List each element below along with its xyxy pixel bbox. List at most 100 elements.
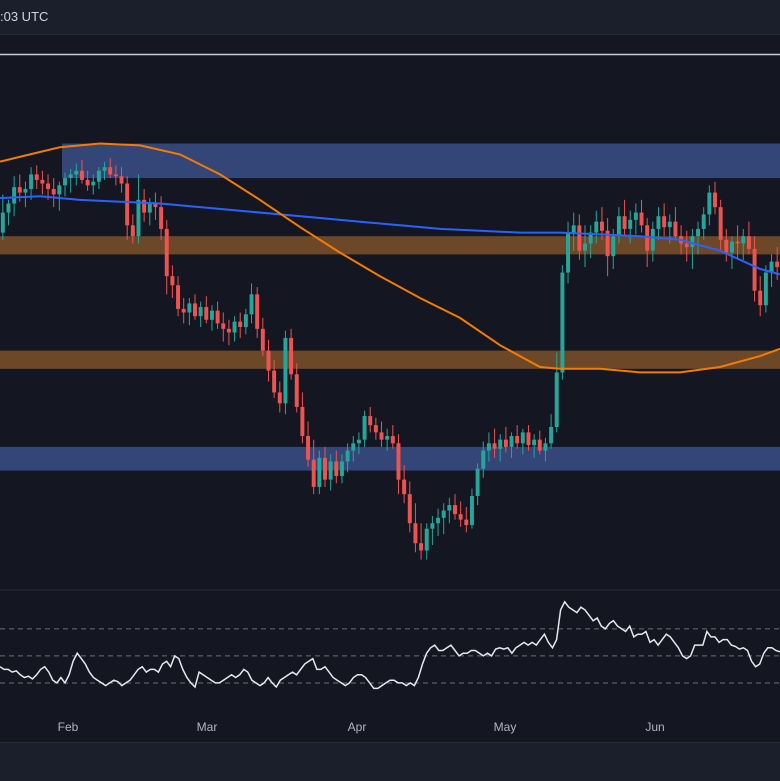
candle-body [198, 307, 203, 317]
candle-body [616, 216, 621, 237]
x-tick-label: Jun [645, 720, 665, 734]
candle-body [29, 174, 34, 189]
candle-body [362, 416, 367, 440]
candle-body [735, 241, 740, 244]
candle-body [238, 321, 243, 328]
candle-body [447, 505, 452, 511]
candle-body [209, 310, 214, 320]
candle-body [701, 214, 706, 229]
candle-body [729, 241, 734, 253]
candle-body [707, 192, 712, 215]
candle-body [390, 436, 395, 444]
candle-body [486, 443, 491, 451]
candle-body [503, 439, 508, 447]
ma-blue-line [0, 195, 780, 276]
candle-body [147, 203, 152, 213]
candle-body [351, 443, 356, 451]
candle-body [543, 443, 548, 451]
candle-body [696, 228, 701, 237]
candle-body [718, 207, 723, 240]
candle-body [142, 199, 147, 213]
candle-body [40, 179, 45, 184]
candle-body [159, 207, 164, 229]
candle-body [402, 479, 407, 495]
candles-layer [0, 158, 780, 560]
zones-layer [0, 143, 780, 471]
candle-body [741, 236, 746, 244]
candle-body [232, 321, 237, 333]
candle-body [667, 221, 672, 228]
x-tick-label: Mar [196, 720, 218, 734]
candle-body [628, 219, 633, 229]
candle-body [713, 192, 717, 208]
candle-body [673, 221, 678, 237]
candle-body [119, 176, 124, 184]
candle-body [724, 239, 729, 253]
candle-body [176, 285, 181, 309]
x-tick-label: Apr [347, 720, 367, 734]
candle-body [136, 199, 141, 237]
candle-body [639, 212, 644, 226]
time-axis-bar [0, 742, 780, 781]
candle-body [334, 461, 339, 476]
candle-body [311, 459, 316, 487]
rsi-line [0, 600, 780, 690]
candle-body [0, 212, 5, 233]
candle-body [758, 290, 763, 306]
candle-body [469, 495, 474, 526]
candle-body [498, 439, 503, 449]
candle-body [34, 174, 39, 180]
zone-support-orange [0, 350, 780, 369]
candle-body [532, 439, 537, 446]
candle-body [520, 432, 525, 444]
candle-body [108, 167, 113, 175]
candle-body [385, 436, 390, 440]
candle-body [46, 183, 51, 189]
candle-body [300, 406, 305, 437]
candle-body [464, 519, 469, 526]
candle-body [260, 328, 265, 351]
candle-body [566, 232, 571, 273]
candle-body [289, 337, 294, 375]
candle-body [492, 443, 497, 449]
candle-body [588, 232, 593, 244]
x-tick-label: May [493, 720, 517, 734]
candle-body [221, 323, 226, 329]
candle-body [6, 203, 11, 213]
candle-body [193, 303, 197, 317]
candle-body [633, 212, 638, 220]
timestamp-label: :03 UTC [0, 9, 49, 24]
candle-body [583, 243, 587, 251]
candle-body [243, 314, 248, 328]
candle-body [537, 439, 542, 451]
candle-body [102, 167, 107, 171]
candle-body [419, 543, 424, 551]
x-tick-label: Feb [57, 720, 79, 734]
candle-body [68, 174, 73, 179]
candle-body [656, 216, 661, 229]
candle-body [515, 436, 520, 444]
ma-orange-line [0, 142, 780, 374]
candle-body [63, 178, 67, 186]
candle-body [752, 248, 757, 291]
candle-body [96, 170, 101, 182]
candle-body [645, 225, 650, 251]
candle-body [153, 203, 158, 208]
candle-body [339, 461, 344, 476]
candle-body [17, 187, 22, 193]
candle-body [51, 188, 56, 195]
candle-body [441, 510, 446, 518]
candle-body [345, 450, 350, 462]
moving-average-layer [0, 142, 780, 374]
candle-body [775, 261, 780, 268]
candle-body [113, 174, 118, 177]
candle-body [769, 261, 774, 273]
candle-body [79, 170, 84, 180]
candle-body [91, 181, 96, 186]
candle-body [373, 425, 378, 433]
candle-body [396, 443, 401, 480]
candle-body [328, 461, 333, 480]
candle-body [356, 439, 361, 444]
candle-body [436, 517, 441, 524]
